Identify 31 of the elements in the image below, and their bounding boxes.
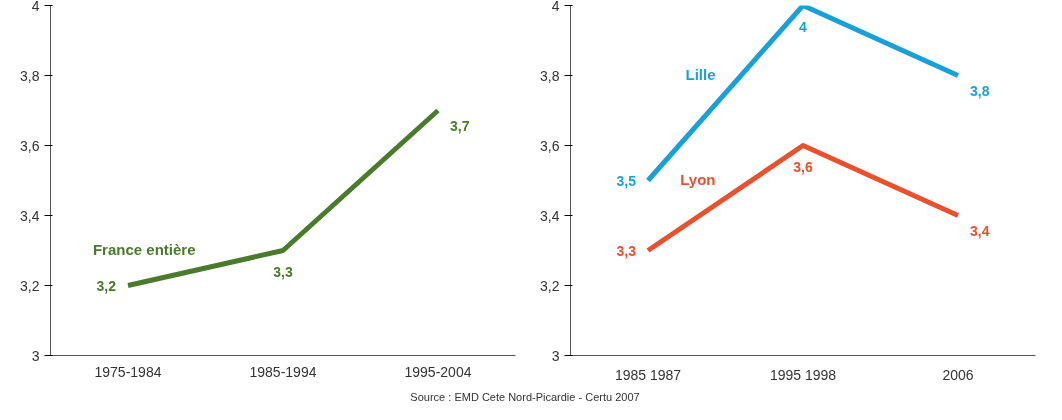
x-tick-label: 1995 1998 bbox=[769, 366, 837, 383]
data-label: 3,5 bbox=[616, 172, 637, 189]
y-tick-label: 4 bbox=[31, 0, 40, 14]
y-tick-label: 3 bbox=[31, 347, 40, 364]
y-tick-label: 3,6 bbox=[540, 137, 560, 154]
series-label: Lyon bbox=[680, 171, 716, 188]
x-tick-label: 1975-1984 bbox=[94, 363, 162, 380]
x-tick-label: 2006 bbox=[942, 366, 974, 383]
data-label: 3,6 bbox=[793, 158, 813, 175]
data-label: 3,7 bbox=[450, 117, 470, 134]
y-tick-label: 4 bbox=[551, 0, 560, 14]
y-tick-label: 3,8 bbox=[20, 67, 40, 84]
x-tick-label: 1985-1994 bbox=[249, 363, 317, 380]
data-label: 4 bbox=[799, 18, 808, 35]
y-tick-label: 3,6 bbox=[20, 137, 40, 154]
data-label: 3,4 bbox=[970, 222, 990, 239]
series-label: Lille bbox=[685, 66, 716, 83]
y-tick-label: 3,2 bbox=[540, 277, 560, 294]
y-tick-label: 3,8 bbox=[540, 67, 560, 84]
data-label: 3,8 bbox=[970, 82, 990, 99]
x-tick-label: 1995-2004 bbox=[404, 363, 472, 380]
data-label: 3,3 bbox=[616, 242, 637, 259]
y-tick-label: 3 bbox=[551, 347, 560, 364]
source-note: Source : EMD Cete Nord-Picardie - Certu 2007 bbox=[410, 390, 640, 405]
x-tick-label: 1985 1987 bbox=[614, 366, 682, 383]
y-tick-label: 3,4 bbox=[20, 207, 40, 224]
data-label: 3,3 bbox=[273, 263, 293, 280]
y-tick-label: 3,2 bbox=[20, 277, 40, 294]
y-tick-label: 3,4 bbox=[540, 207, 560, 224]
series-label: France entière bbox=[92, 241, 196, 258]
data-label: 3,2 bbox=[96, 277, 117, 294]
